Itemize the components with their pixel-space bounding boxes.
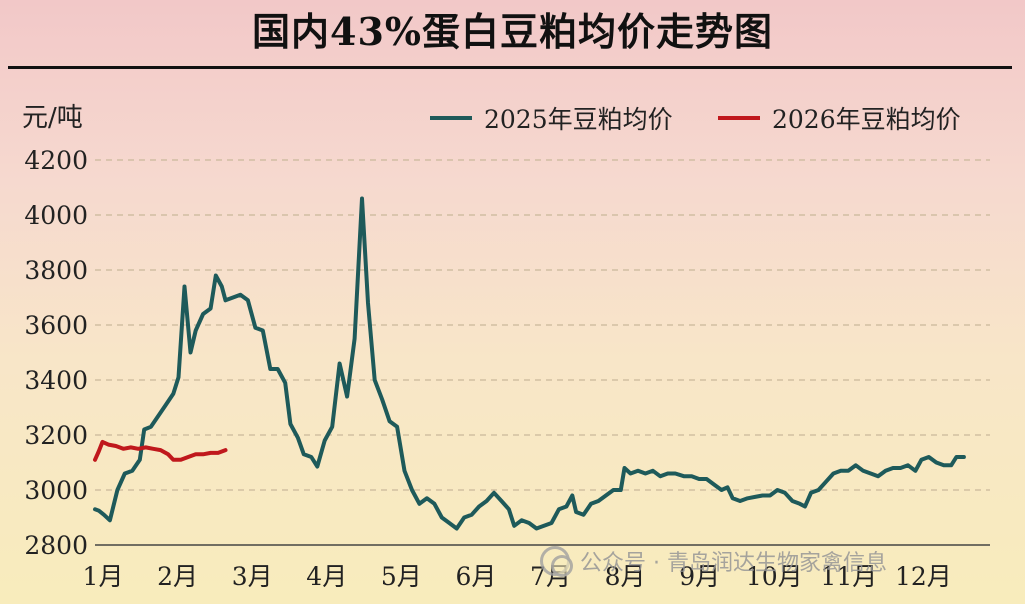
y-axis-ticks: 2800 3000 3200 3400 3600 3800 4000 4200 xyxy=(24,146,88,560)
y-tick-label: 3200 xyxy=(24,421,88,450)
y-tick-label: 4200 xyxy=(24,146,88,175)
y-axis-label: 元/吨 xyxy=(22,103,83,133)
x-tick-label: 11月 xyxy=(820,562,877,591)
y-tick-label: 3600 xyxy=(24,311,88,340)
y-tick-label: 4000 xyxy=(24,201,88,230)
wechat-icon xyxy=(540,546,573,577)
x-tick-label: 6月 xyxy=(455,562,496,591)
x-tick-label: 8月 xyxy=(605,562,646,591)
series-line-2 xyxy=(93,439,228,462)
x-tick-label: 4月 xyxy=(306,562,347,591)
y-tick-label: 3000 xyxy=(24,476,88,505)
x-tick-label: 3月 xyxy=(232,562,273,591)
watermark-text: 公众号 · 青岛润达生物家禽信息 xyxy=(580,551,887,576)
legend-label-1: 2025年豆粕均价 xyxy=(484,105,673,134)
legend-label-2: 2026年豆粕均价 xyxy=(772,105,961,134)
x-tick-label: 1月 xyxy=(83,562,124,591)
y-tick-label: 3800 xyxy=(24,256,88,285)
x-tick-label: 9月 xyxy=(679,562,720,591)
grid-lines xyxy=(95,159,990,491)
legend: 2025年豆粕均价 2026年豆粕均价 xyxy=(430,105,961,134)
series-line-1 xyxy=(93,196,966,531)
x-tick-label: 2月 xyxy=(157,562,198,591)
series-lines xyxy=(93,196,966,531)
y-tick-label: 2800 xyxy=(24,531,88,560)
title-divider xyxy=(8,66,1012,69)
x-tick-label: 10月 xyxy=(746,562,803,591)
page-title: 国内43%蛋白豆粕均价走势图 xyxy=(252,9,773,54)
x-axis-ticks: 1月 2月 3月 4月 5月 6月 7月 8月 9月 10月 11月 12月 xyxy=(83,562,952,591)
watermark: 公众号 · 青岛润达生物家禽信息 xyxy=(540,544,887,578)
x-tick-label: 12月 xyxy=(895,562,952,591)
y-tick-label: 3400 xyxy=(24,366,88,395)
x-tick-label: 5月 xyxy=(381,562,422,591)
